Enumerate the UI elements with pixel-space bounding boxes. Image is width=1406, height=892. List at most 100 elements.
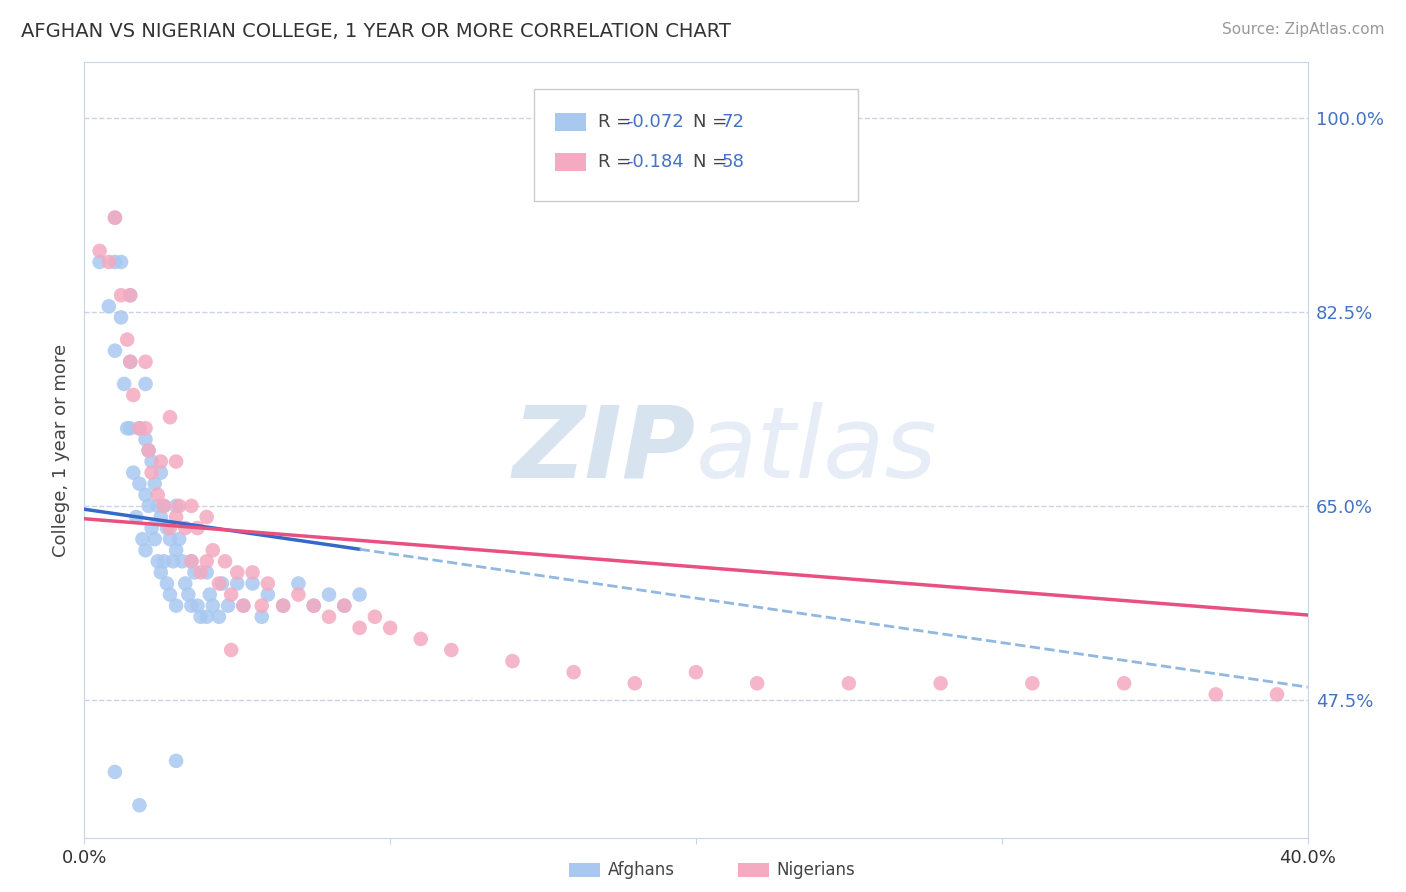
Point	[141, 454, 163, 468]
Point	[502, 654, 524, 668]
Point	[125, 510, 148, 524]
Point	[149, 454, 172, 468]
Point	[242, 566, 264, 580]
Point	[219, 643, 242, 657]
Point	[287, 588, 309, 602]
Point	[159, 588, 181, 602]
Point	[186, 521, 208, 535]
Point	[162, 554, 184, 568]
Point	[153, 499, 176, 513]
Text: R =: R =	[598, 113, 637, 131]
Text: AFGHAN VS NIGERIAN COLLEGE, 1 YEAR OR MORE CORRELATION CHART: AFGHAN VS NIGERIAN COLLEGE, 1 YEAR OR MO…	[21, 22, 731, 41]
Point	[149, 510, 172, 524]
Text: Afghans: Afghans	[607, 861, 675, 879]
Point	[219, 588, 242, 602]
Point	[120, 288, 142, 302]
Point	[165, 754, 187, 768]
Point	[183, 566, 205, 580]
Text: -0.184: -0.184	[626, 153, 683, 171]
Point	[186, 599, 208, 613]
Text: 72: 72	[721, 113, 744, 131]
Point	[110, 310, 132, 325]
Point	[165, 454, 187, 468]
Point	[120, 421, 142, 435]
Point	[929, 676, 952, 690]
Point	[135, 488, 157, 502]
Point	[112, 376, 135, 391]
Point	[195, 510, 218, 524]
Text: N =: N =	[693, 153, 733, 171]
Point	[685, 665, 707, 680]
Point	[180, 554, 202, 568]
Point	[146, 499, 169, 513]
Point	[190, 566, 212, 580]
Point	[217, 599, 239, 613]
Point	[104, 343, 127, 358]
Point	[838, 676, 860, 690]
Point	[180, 599, 202, 613]
Point	[271, 599, 294, 613]
Point	[97, 255, 120, 269]
Text: N =: N =	[693, 113, 733, 131]
Point	[104, 255, 127, 269]
Point	[318, 588, 340, 602]
Point	[159, 410, 181, 425]
Point	[174, 576, 197, 591]
Point	[257, 576, 280, 591]
Point	[138, 499, 160, 513]
Point	[143, 476, 166, 491]
Text: ZIP: ZIP	[513, 402, 696, 499]
Point	[302, 599, 325, 613]
Point	[131, 532, 153, 546]
Point	[180, 554, 202, 568]
Point	[349, 588, 371, 602]
Point	[232, 599, 254, 613]
Point	[115, 421, 138, 435]
Point	[89, 244, 111, 258]
Point	[174, 521, 197, 535]
Point	[128, 476, 150, 491]
Point	[128, 421, 150, 435]
Point	[1114, 676, 1136, 690]
Point	[201, 543, 224, 558]
Point	[271, 599, 294, 613]
Point	[195, 566, 218, 580]
Point	[146, 554, 169, 568]
Point	[1021, 676, 1043, 690]
Point	[208, 576, 231, 591]
Point	[257, 588, 280, 602]
Point	[364, 609, 387, 624]
Point	[208, 609, 231, 624]
Point	[120, 355, 142, 369]
Text: Source: ZipAtlas.com: Source: ZipAtlas.com	[1222, 22, 1385, 37]
Point	[110, 288, 132, 302]
Point	[115, 333, 138, 347]
Point	[167, 532, 190, 546]
Point	[159, 521, 181, 535]
Point	[302, 599, 325, 613]
Point	[226, 576, 249, 591]
Point	[349, 621, 371, 635]
Point	[333, 599, 356, 613]
Point	[195, 554, 218, 568]
Point	[1205, 687, 1227, 701]
Point	[135, 355, 157, 369]
Point	[104, 211, 127, 225]
Point	[211, 576, 233, 591]
Point	[156, 576, 179, 591]
Point	[128, 798, 150, 813]
Text: R =: R =	[598, 153, 637, 171]
Point	[198, 588, 221, 602]
Point	[141, 521, 163, 535]
Point	[159, 532, 181, 546]
Point	[333, 599, 356, 613]
Point	[440, 643, 463, 657]
Point	[318, 609, 340, 624]
Point	[380, 621, 402, 635]
Point	[165, 510, 187, 524]
Point	[138, 443, 160, 458]
Point	[232, 599, 254, 613]
Point	[135, 433, 157, 447]
Point	[135, 376, 157, 391]
Point	[135, 543, 157, 558]
